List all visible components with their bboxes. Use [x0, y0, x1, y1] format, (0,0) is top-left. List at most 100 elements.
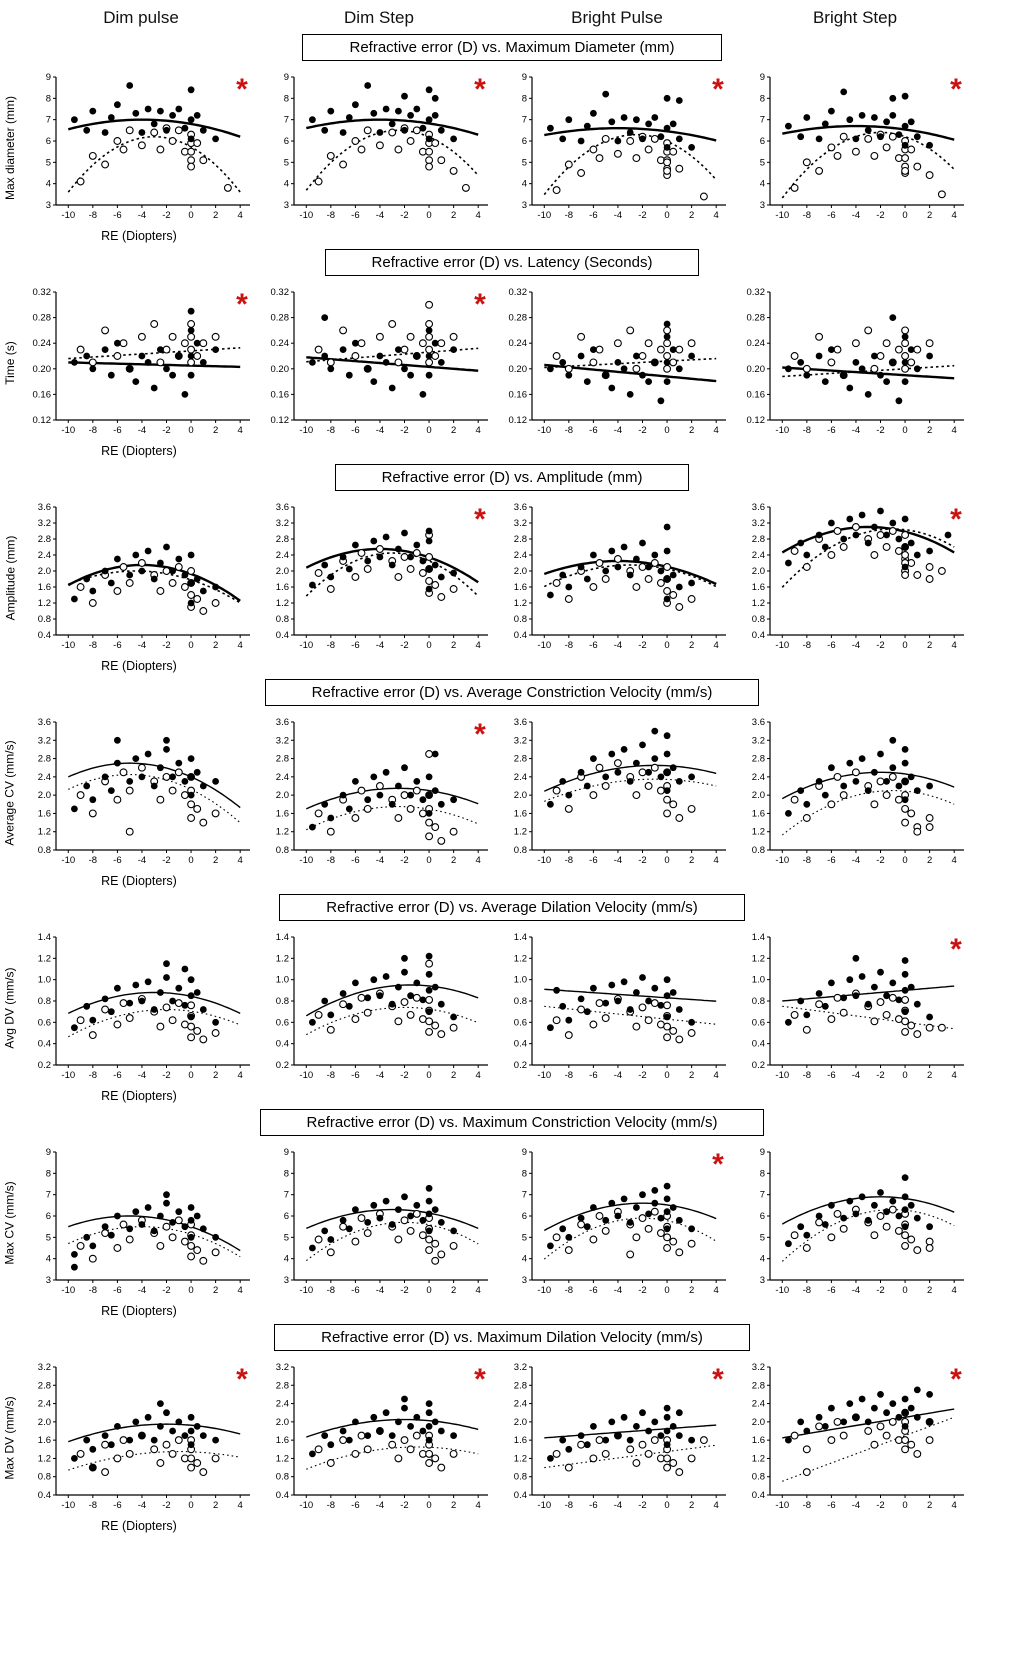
- y-tick-label: 1.2: [38, 598, 51, 609]
- data-point-filled: [651, 1418, 659, 1426]
- data-point-open: [901, 364, 910, 373]
- data-point-filled: [639, 371, 646, 379]
- y-tick-label: 4: [46, 1254, 51, 1265]
- data-point-open: [431, 352, 440, 360]
- data-point-open: [613, 555, 622, 563]
- x-tick-label: 2: [689, 425, 694, 436]
- data-point-open: [150, 320, 159, 328]
- x-axis-label-text: RE (Diopters): [101, 659, 177, 673]
- data-point-filled: [828, 107, 835, 115]
- significance-asterisk: *: [236, 288, 248, 321]
- data-point-filled: [583, 1008, 591, 1016]
- data-point-open: [632, 1459, 641, 1467]
- data-point-open: [125, 579, 134, 587]
- y-tick-label: 3: [284, 1275, 289, 1286]
- data-point-open: [431, 823, 440, 832]
- column-header-dim-pulse: Dim pulse: [103, 8, 179, 27]
- data-point-filled: [345, 114, 353, 121]
- data-point-filled: [181, 1432, 189, 1439]
- data-point-filled: [565, 1445, 573, 1453]
- data-point-filled: [370, 537, 378, 545]
- x-tick-label: 2: [689, 1500, 694, 1511]
- data-point-open: [669, 1459, 678, 1467]
- data-point-filled: [413, 979, 421, 987]
- data-point-filled: [425, 773, 433, 781]
- y-tick-label: 3.6: [38, 717, 51, 728]
- data-point-filled: [688, 1018, 695, 1026]
- data-point-filled: [450, 796, 457, 804]
- x-tick-label: 0: [426, 1070, 431, 1081]
- data-point-open: [88, 599, 97, 607]
- data-point-filled: [852, 778, 860, 785]
- y-tick-label: 1.2: [514, 827, 527, 838]
- data-point-open: [882, 1010, 891, 1019]
- data-point-open: [644, 575, 653, 583]
- data-point-open: [400, 553, 409, 561]
- y-tick-label: 9: [760, 72, 765, 83]
- data-point-open: [76, 345, 85, 354]
- data-point-open: [156, 1022, 165, 1031]
- x-tick-label: 4: [238, 1500, 243, 1511]
- data-point-open: [425, 300, 434, 309]
- y-tick-label: 0.28: [509, 313, 528, 324]
- data-point-filled: [419, 1427, 427, 1435]
- data-point-filled: [187, 352, 195, 360]
- data-point-filled: [431, 750, 439, 758]
- data-point-filled: [187, 1427, 195, 1435]
- x-axis-label: RE (Diopters): [20, 1089, 258, 1103]
- data-point-open: [76, 1241, 85, 1250]
- data-point-open: [839, 132, 848, 141]
- data-point-open: [406, 804, 415, 813]
- data-point-filled: [425, 1197, 433, 1205]
- data-point-filled: [602, 1436, 610, 1444]
- data-point-open: [802, 1468, 811, 1477]
- data-point-filled: [181, 124, 189, 132]
- data-point-filled: [187, 1233, 195, 1241]
- data-point-filled: [309, 1244, 316, 1252]
- data-point-filled: [376, 992, 384, 1000]
- x-tick-label: -4: [852, 425, 860, 436]
- data-point-filled: [895, 397, 903, 405]
- x-tick-label: -10: [775, 1500, 789, 1511]
- fit-line-dotted: [544, 1005, 717, 1025]
- x-tick-label: -6: [827, 1500, 835, 1511]
- x-tick-label: -8: [803, 210, 811, 221]
- data-point-open: [168, 786, 177, 795]
- data-point-filled: [345, 371, 353, 379]
- data-point-open: [193, 1459, 202, 1467]
- row-title-banner-wrap: Refractive error (D) vs. Average Constri…: [0, 679, 1024, 706]
- y-tick-label: 6: [284, 136, 289, 147]
- data-point-filled: [675, 97, 683, 104]
- data-point-open: [412, 786, 421, 795]
- row-title: Refractive error (D) vs. Latency (Second…: [371, 254, 653, 271]
- data-point-open: [564, 595, 573, 603]
- x-tick-label: -4: [138, 1070, 146, 1081]
- x-tick-label: -4: [138, 1500, 146, 1511]
- data-point-open: [925, 814, 934, 822]
- data-point-open: [174, 126, 183, 135]
- y-tick-label: 1.4: [38, 932, 51, 943]
- data-point-filled: [138, 567, 146, 575]
- x-tick-label: 2: [689, 1070, 694, 1081]
- data-point-open: [150, 1445, 159, 1454]
- data-point-open: [589, 358, 598, 367]
- data-point-filled: [657, 567, 665, 575]
- data-point-open: [870, 1017, 879, 1026]
- data-point-filled: [107, 1441, 115, 1449]
- data-point-filled: [71, 595, 78, 603]
- data-point-filled: [175, 352, 183, 360]
- data-point-filled: [889, 519, 897, 527]
- data-point-open: [552, 1233, 561, 1242]
- data-point-open: [601, 134, 610, 143]
- x-tick-label: 0: [426, 1285, 431, 1296]
- x-tick-label: -6: [589, 855, 597, 866]
- data-point-filled: [425, 952, 433, 960]
- data-point-open: [925, 1237, 934, 1246]
- x-tick-label: -10: [61, 1500, 75, 1511]
- row-title: Refractive error (D) vs. Maximum Constri…: [306, 1114, 718, 1131]
- data-point-open: [901, 1445, 910, 1454]
- data-point-open: [187, 358, 196, 367]
- row-title-banner-wrap: Refractive error (D) vs. Maximum Constri…: [0, 1109, 1024, 1136]
- data-point-filled: [815, 352, 823, 360]
